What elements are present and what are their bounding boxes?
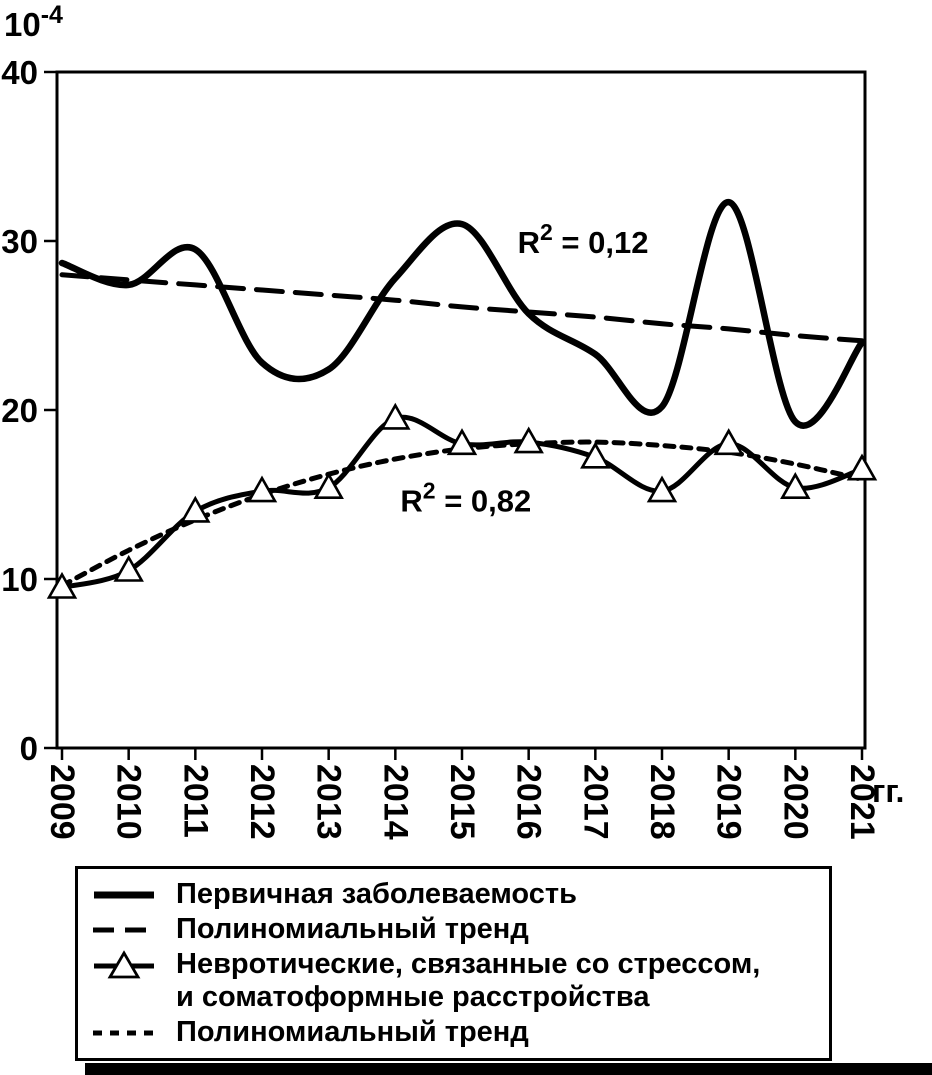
x-tick-label: 2021 bbox=[843, 764, 881, 840]
triangle-marker bbox=[646, 475, 678, 503]
legend-label: Первичная заболеваемость bbox=[176, 878, 577, 910]
triangle-marker bbox=[513, 426, 544, 454]
triangle-marker bbox=[780, 472, 811, 500]
x-tick-label: 2010 bbox=[110, 764, 148, 840]
triangle-marker bbox=[180, 495, 211, 523]
solid-thick-line-swatch bbox=[94, 891, 154, 899]
triangle-marker bbox=[380, 402, 411, 430]
legend-item-primary-incidence: Первичная заболеваемость bbox=[92, 878, 815, 911]
plot-frame bbox=[55, 70, 867, 750]
r-squared-annotation-2: R2 = 0,82 bbox=[400, 477, 531, 518]
series-line-0 bbox=[58, 198, 866, 429]
bottom-edge-rule bbox=[85, 1063, 932, 1075]
x-tick-label: 2017 bbox=[576, 764, 614, 840]
legend-item-polynomial-trend-2: Полиномиальный тренд bbox=[92, 1016, 815, 1049]
triangle-marker bbox=[313, 472, 344, 500]
x-tick-label: 2009 bbox=[43, 764, 81, 840]
y-tick-label: 0 bbox=[20, 730, 38, 767]
x-tick-label: 2011 bbox=[176, 764, 214, 838]
x-tick-label: 2019 bbox=[710, 764, 748, 840]
legend-label: Полиномиальный тренд bbox=[176, 1016, 529, 1048]
x-tick-label: 2015 bbox=[443, 764, 481, 840]
y-tick-label: 10 bbox=[1, 561, 38, 598]
y-tick-label: 30 bbox=[1, 223, 38, 260]
r-squared-annotation-1: R2 = 0,12 bbox=[518, 219, 649, 260]
triangle-marker bbox=[846, 453, 878, 481]
dotted-line-swatch bbox=[93, 1030, 156, 1036]
triangle-marker bbox=[713, 428, 744, 456]
legend-item-neurotic-disorders: Невротические, связанные со стрессом, и … bbox=[92, 948, 815, 1014]
x-tick-label: 2013 bbox=[310, 764, 348, 840]
triangle-marker bbox=[580, 441, 611, 469]
x-tick-label: 2020 bbox=[776, 764, 814, 840]
y-tick-label: 40 bbox=[1, 54, 38, 91]
triangle-marker bbox=[113, 554, 144, 582]
triangle-marker bbox=[446, 428, 478, 456]
y-tick-label: 20 bbox=[1, 392, 38, 429]
dashed-line-swatch bbox=[93, 927, 156, 933]
x-tick-label: 2012 bbox=[243, 764, 281, 840]
triangle-marker bbox=[246, 475, 278, 503]
triangle-marker bbox=[46, 571, 78, 599]
triangle-marker-line-swatch bbox=[94, 950, 154, 979]
x-tick-label: 2018 bbox=[643, 764, 681, 840]
chart-svg: 0 10 20 30 40 2009 2010 2011 2012 2013 2014 2015 201… bbox=[1, 1, 904, 840]
x-tick-label: 2014 bbox=[376, 764, 414, 840]
legend-item-polynomial-trend-1: Полиномиальный тренд bbox=[92, 913, 815, 946]
series-line-1 bbox=[59, 272, 865, 344]
legend-label: Невротические, связанные со стрессом, и … bbox=[176, 948, 761, 1013]
x-tick-label: 2016 bbox=[510, 764, 548, 840]
y-axis-scale-label: 10-4 bbox=[4, 1, 63, 43]
legend: Первичная заболеваемость Полиномиальный … bbox=[75, 866, 832, 1061]
legend-label: Полиномиальный тренд bbox=[176, 913, 529, 945]
x-axis-unit-label: гг. bbox=[872, 773, 904, 809]
